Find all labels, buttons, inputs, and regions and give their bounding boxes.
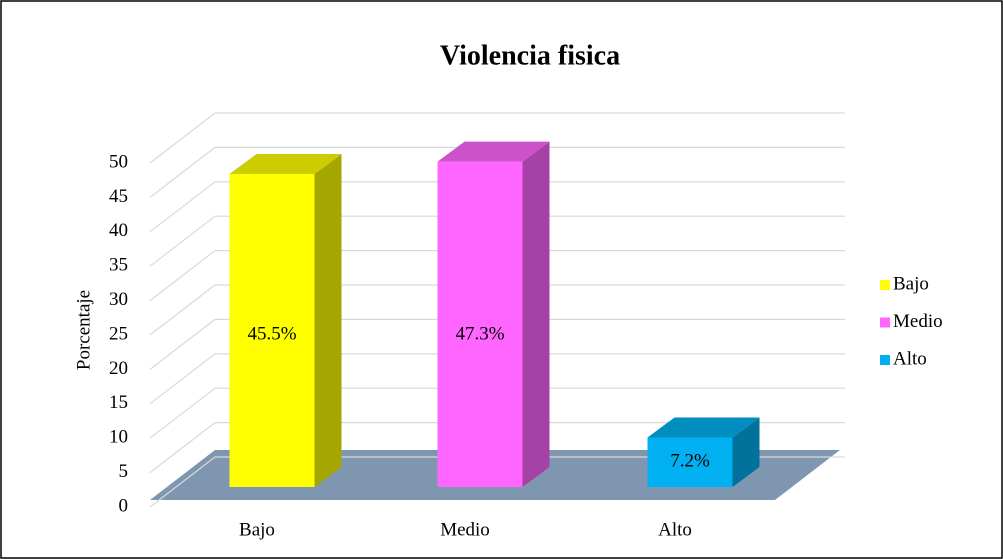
x-tick-label: Alto xyxy=(658,519,692,540)
legend-label: Alto xyxy=(893,348,927,369)
grid-line xyxy=(149,422,845,474)
grid-line xyxy=(149,284,845,336)
legend-swatch xyxy=(880,317,890,328)
y-tick-label: 30 xyxy=(109,289,128,310)
x-tick-label: Bajo xyxy=(239,519,275,540)
data-label: 47.3% xyxy=(455,323,504,344)
grid-line xyxy=(149,181,845,233)
data-label: 7.2% xyxy=(670,451,710,472)
grid-line xyxy=(149,112,845,164)
bar-side xyxy=(732,417,760,487)
bar-side xyxy=(314,153,342,487)
x-tick-label: Medio xyxy=(440,519,490,540)
data-label: 45.5% xyxy=(247,323,296,344)
y-tick-label: 10 xyxy=(109,427,128,448)
y-axis-label: Porcentaje xyxy=(73,290,94,370)
bar-side xyxy=(522,141,550,488)
y-tick-label: 15 xyxy=(109,392,128,413)
legend-label: Medio xyxy=(893,311,943,332)
bar xyxy=(647,437,733,487)
bar xyxy=(229,173,315,487)
y-tick-label: 45 xyxy=(109,186,128,207)
grid-line xyxy=(149,456,845,508)
grid-line xyxy=(149,215,845,267)
grid-line xyxy=(149,387,845,439)
legend-swatch xyxy=(880,280,890,290)
y-tick-label: 5 xyxy=(119,461,129,482)
legend-label: Bajo xyxy=(893,273,929,294)
y-tick-label: 35 xyxy=(109,255,128,276)
bar-top xyxy=(229,153,342,174)
y-tick-label: 0 xyxy=(119,495,129,516)
legend-swatch xyxy=(880,355,890,365)
y-tick-label: 25 xyxy=(109,323,128,344)
grid-line xyxy=(149,146,845,198)
bar-top xyxy=(437,141,550,162)
y-tick-label: 20 xyxy=(109,358,128,379)
grid-line xyxy=(149,353,845,405)
bar-top xyxy=(647,417,760,438)
chart-title: Violencia fisica xyxy=(440,40,620,71)
grid-line xyxy=(149,250,845,302)
y-tick-label: 40 xyxy=(109,220,128,241)
y-tick-label: 50 xyxy=(109,151,128,172)
bar xyxy=(437,161,523,488)
grid-line xyxy=(149,318,845,370)
